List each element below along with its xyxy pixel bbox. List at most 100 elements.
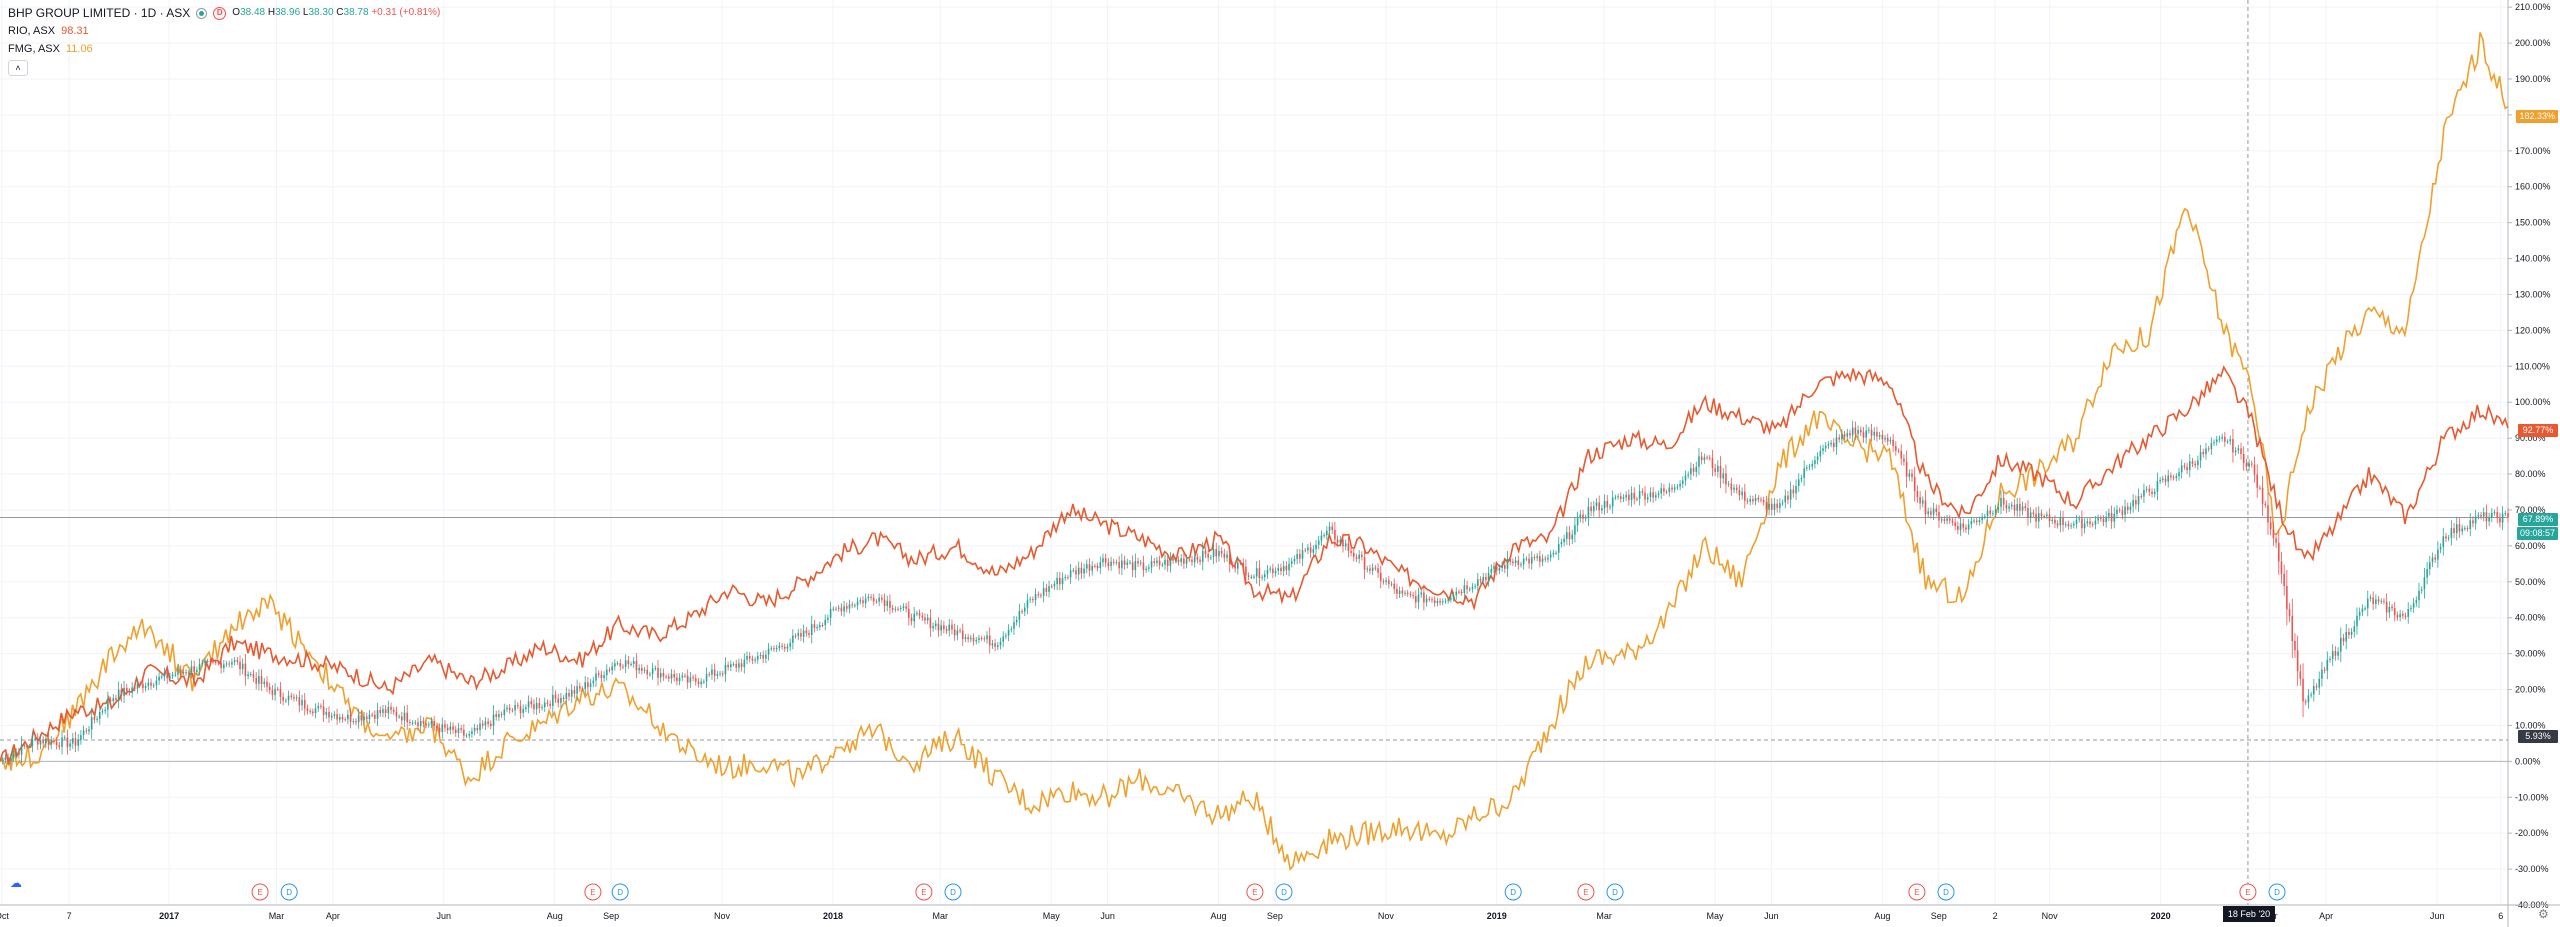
bhp-candle-body <box>1930 511 1932 515</box>
bhp-candle-body <box>1231 564 1234 566</box>
bhp-candle-body <box>134 687 136 689</box>
earnings-marker-icon[interactable]: E <box>1908 883 1926 901</box>
legend-compare-fmg[interactable]: FMG, ASX 11.06 <box>8 40 440 58</box>
bhp-candle-body <box>1733 487 1735 490</box>
earnings-marker-icon[interactable]: E <box>915 883 933 901</box>
bhp-candle-body <box>1263 574 1266 578</box>
bhp-candle-body <box>1609 506 1611 508</box>
bhp-candle-body <box>1210 557 1212 559</box>
bhp-candle-body <box>1501 565 1503 568</box>
dividend-icon[interactable]: D <box>213 6 227 20</box>
bhp-candle-body <box>641 667 643 671</box>
bhp-candle-body <box>1547 557 1549 560</box>
bhp-candle-body <box>1846 433 1849 437</box>
bhp-candle-body <box>406 712 409 723</box>
bhp-candle-body <box>1776 503 1778 508</box>
bhp-candle-body <box>185 672 187 674</box>
earnings-marker-icon[interactable]: E <box>251 883 269 901</box>
dividend-marker-icon[interactable]: D <box>1937 883 1955 901</box>
bhp-candle-body <box>1868 429 1870 431</box>
dividend-marker-icon[interactable]: D <box>944 883 962 901</box>
bhp-candle-body <box>1905 461 1908 477</box>
legend-main-row[interactable]: BHP GROUP LIMITED · 1D · ASX D O38.48 H3… <box>8 4 440 22</box>
bhp-candle-body <box>66 737 69 747</box>
bhp-candle-body <box>2013 504 2016 511</box>
tradingview-logo-icon[interactable]: ☁ <box>10 876 22 890</box>
legend-collapse-button[interactable]: ˄ <box>8 60 28 76</box>
bhp-candle-body <box>492 714 495 726</box>
bhp-candle-body <box>2334 651 2337 656</box>
bhp-candle-body <box>1827 444 1830 446</box>
earnings-marker-icon[interactable]: E <box>2239 883 2257 901</box>
bhp-candle-body <box>1258 568 1261 579</box>
bhp-candle-body <box>1797 479 1800 486</box>
bhp-candle-body <box>1681 480 1684 484</box>
bhp-candle-body <box>1876 431 1878 437</box>
dividend-marker-icon[interactable]: D <box>1606 883 1624 901</box>
bhp-candle-body <box>382 709 384 713</box>
bhp-candle-body <box>452 726 454 730</box>
bhp-candle-body <box>2105 516 2107 523</box>
bhp-candle-body <box>1455 591 1458 596</box>
x-tick-label: Sep <box>1931 911 1947 921</box>
bhp-candle-body <box>918 613 921 616</box>
bhp-candle-body <box>2051 519 2054 522</box>
bhp-candle-body <box>945 629 948 631</box>
dividend-marker-icon[interactable]: D <box>1275 883 1293 901</box>
legend-compare-rio[interactable]: RIO, ASX 98.31 <box>8 22 440 40</box>
bhp-candle-body <box>1067 577 1069 579</box>
gear-icon[interactable]: ⚙ <box>2538 907 2549 921</box>
bhp-candle-body <box>1592 506 1595 512</box>
bhp-candle-body <box>274 688 276 695</box>
bhp-candle-body <box>276 688 279 690</box>
bhp-candle-body <box>128 691 131 693</box>
bhp-candle-body <box>2326 660 2329 671</box>
bhp-candle-body <box>1754 498 1757 502</box>
dividend-marker-icon[interactable]: D <box>1504 883 1522 901</box>
bhp-candle-body <box>934 623 937 627</box>
bhp-candle-body <box>2124 506 2126 515</box>
bhp-candle-body <box>112 698 115 701</box>
dividend-marker-icon[interactable]: D <box>2268 883 2286 901</box>
bhp-candle-body <box>484 721 487 726</box>
bhp-candle-body <box>2210 443 2213 450</box>
bhp-candle-body <box>433 721 435 727</box>
earnings-marker-icon[interactable]: E <box>584 883 602 901</box>
bhp-candle-body <box>2126 506 2129 510</box>
earnings-marker-icon[interactable]: E <box>1246 883 1264 901</box>
bhp-candle-body <box>31 739 34 747</box>
bhp-candle-body <box>2472 520 2474 524</box>
bhp-candle-body <box>735 664 738 668</box>
bhp-candle-body <box>1228 554 1231 565</box>
bhp-candle-body <box>1981 516 1983 521</box>
bhp-candle-body <box>1517 560 1520 565</box>
bhp-candle-body <box>1099 562 1102 569</box>
main-symbol-title[interactable]: BHP GROUP LIMITED · 1D · ASX <box>8 6 191 20</box>
earnings-marker-icon[interactable]: E <box>1577 883 1595 901</box>
bhp-candle-body <box>1916 491 1919 498</box>
bhp-candle-body <box>1549 554 1552 558</box>
bhp-candle-body <box>1199 559 1201 562</box>
bhp-candle-body <box>2040 513 2043 517</box>
y-tick-label: -30.00% <box>2515 864 2549 874</box>
bhp-candle-body <box>1803 468 1805 478</box>
bhp-candle-body <box>1730 483 1733 490</box>
bhp-candle-body <box>778 645 781 648</box>
bhp-candle-body <box>80 735 82 740</box>
bhp-candle-body <box>336 714 338 720</box>
dividend-marker-icon[interactable]: D <box>611 883 629 901</box>
bhp-candle-body <box>338 717 341 720</box>
dividend-marker-icon[interactable]: D <box>280 883 298 901</box>
bhp-candle-body <box>2191 461 2194 464</box>
bhp-candle-body <box>2420 589 2423 591</box>
bhp-candle-body <box>913 613 916 622</box>
bhp-candle-body <box>88 729 90 732</box>
y-tick-label: 60.00% <box>2515 541 2546 551</box>
bhp-candle-body <box>1110 561 1112 567</box>
bhp-candle-body <box>1533 557 1536 559</box>
bhp-candle-body <box>670 674 673 679</box>
bhp-candle-body <box>495 714 498 717</box>
svg-text:D: D <box>2274 888 2280 897</box>
bhp-candle-body <box>2345 631 2347 642</box>
